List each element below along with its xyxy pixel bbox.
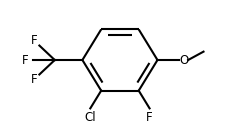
Text: O: O (179, 53, 189, 67)
Text: F: F (31, 34, 37, 47)
Text: F: F (31, 73, 37, 86)
Text: F: F (22, 53, 29, 67)
Text: F: F (146, 111, 153, 124)
Text: Cl: Cl (85, 111, 96, 124)
